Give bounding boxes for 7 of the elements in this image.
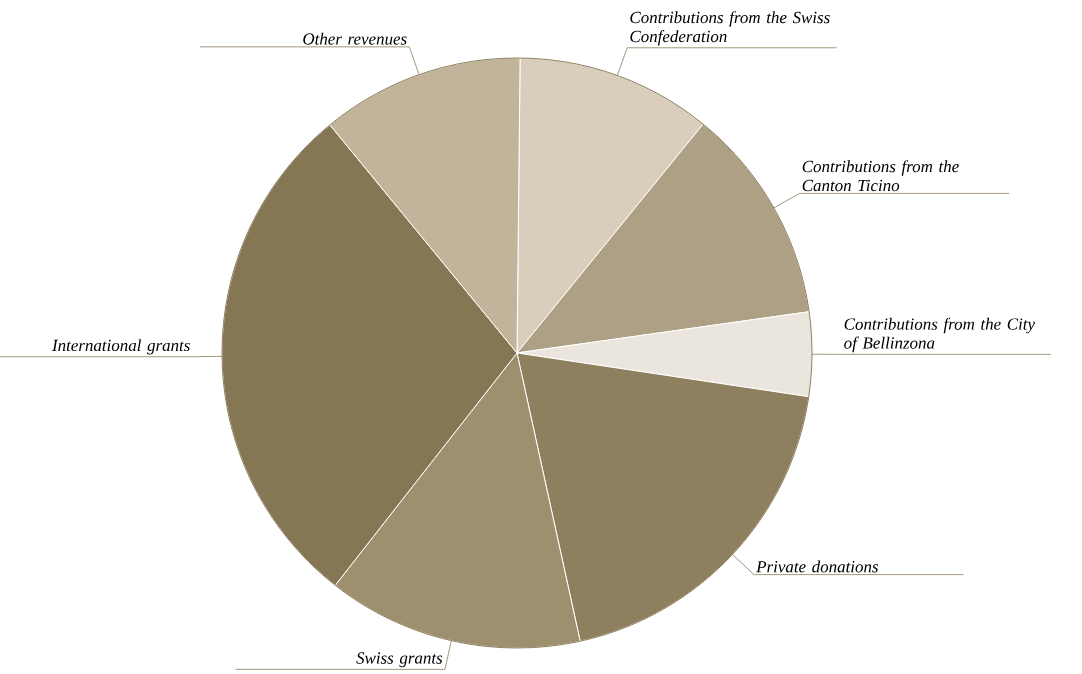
- slice-label: Other revenues: [303, 32, 407, 45]
- slice-label: Contributions from the Canton Ticino: [802, 160, 959, 192]
- slice-label: Contributions from the Swiss Confederation: [630, 11, 830, 46]
- slice-label: Swiss grants: [356, 652, 443, 668]
- slice-label: International grants: [51, 339, 190, 355]
- slice-label: Contributions from the City of Bellinzona: [844, 317, 1036, 353]
- slice-label: Private donations: [756, 560, 879, 573]
